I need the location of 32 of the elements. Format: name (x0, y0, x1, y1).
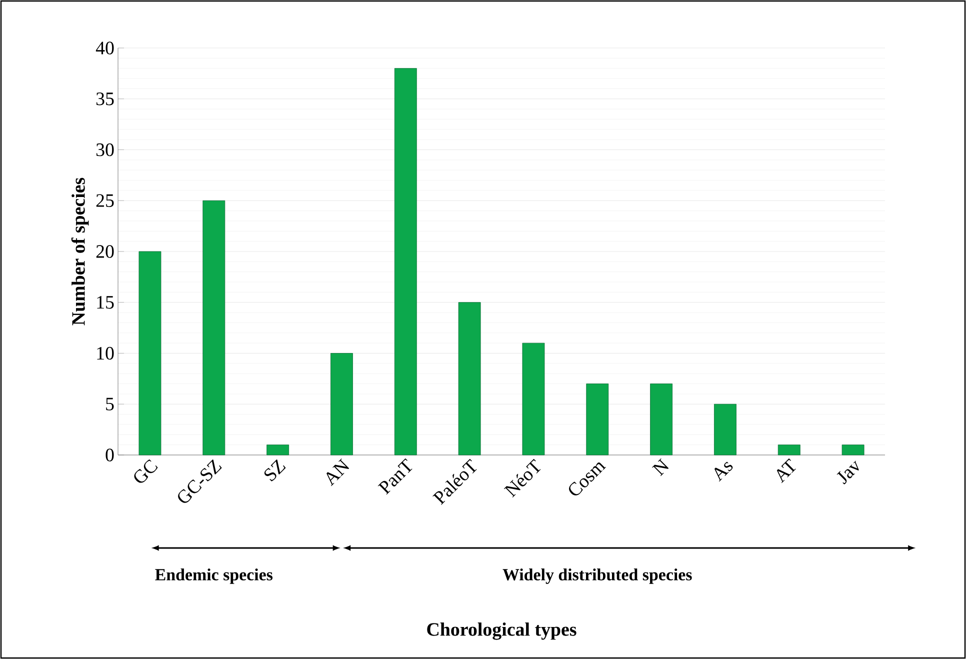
y-tick-label: 30 (96, 143, 114, 156)
bar (842, 444, 864, 456)
y-tick-label: 10 (97, 346, 114, 360)
x-tick-label: Jav (836, 460, 859, 484)
bar (586, 384, 609, 456)
y-tick-label: 40 (96, 42, 114, 54)
bar (394, 68, 417, 456)
y-tick-label: 0 (106, 448, 114, 462)
bar (522, 342, 545, 456)
bar (330, 353, 353, 456)
bar (138, 251, 162, 456)
text: Chorological types (427, 622, 576, 640)
bar (714, 404, 736, 456)
x-tick-label: SZ (264, 459, 286, 482)
y-tick-label: 5 (106, 398, 114, 410)
bar (778, 444, 800, 456)
y-tick-label: 15 (97, 296, 114, 309)
x-tick-label: GC (134, 459, 158, 483)
x-tick-label: N (652, 458, 669, 476)
y-axis-title: Number of species (71, 178, 89, 326)
x-tick-label: As (714, 462, 733, 482)
y-tick-label: 20 (96, 245, 114, 258)
bar (458, 302, 481, 456)
x-tick-label: AN (326, 458, 350, 486)
bar (650, 384, 673, 456)
text: Widely distributed species (502, 568, 692, 584)
y-tick-label: 35 (96, 92, 114, 106)
bar (202, 200, 226, 456)
bar (266, 444, 289, 456)
text: Endemic species (155, 568, 273, 584)
y-tick-label: 25 (96, 194, 114, 207)
x-tick-label: AT (776, 458, 796, 484)
